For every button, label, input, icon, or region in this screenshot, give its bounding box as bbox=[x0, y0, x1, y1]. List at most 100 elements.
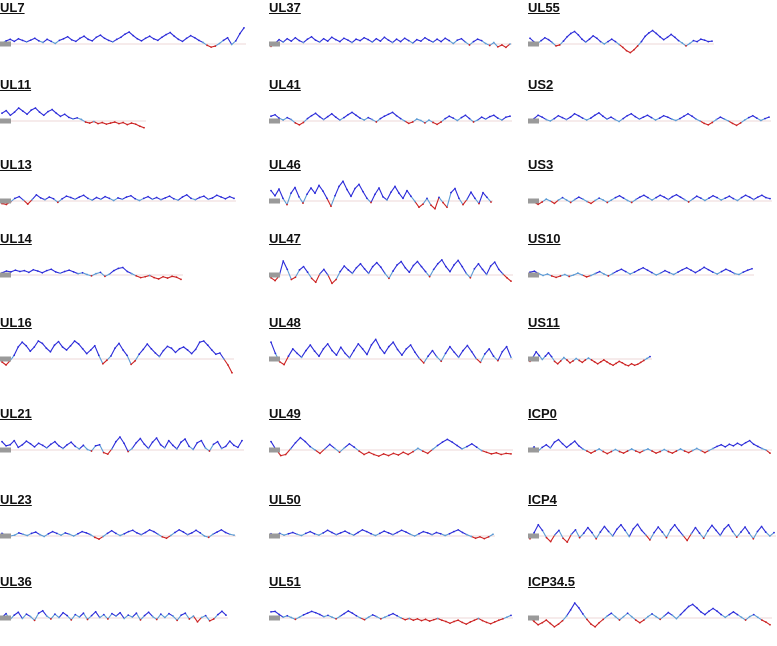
series-segment bbox=[687, 534, 691, 541]
data-point bbox=[509, 43, 511, 45]
data-point bbox=[659, 451, 661, 453]
data-point bbox=[196, 442, 198, 444]
data-point bbox=[643, 450, 645, 452]
data-point bbox=[765, 621, 767, 623]
data-point bbox=[375, 535, 377, 537]
data-point bbox=[295, 276, 297, 278]
chart-plot bbox=[269, 93, 512, 149]
data-point bbox=[628, 365, 630, 367]
series-segment bbox=[387, 192, 391, 200]
data-point bbox=[323, 38, 325, 40]
series-segment bbox=[345, 353, 349, 357]
data-point bbox=[588, 357, 590, 359]
data-point bbox=[634, 271, 636, 273]
series-segment bbox=[483, 193, 487, 198]
data-point bbox=[638, 118, 640, 120]
data-point bbox=[346, 189, 348, 191]
series-segment bbox=[369, 267, 373, 274]
data-point bbox=[68, 116, 70, 118]
data-point bbox=[473, 268, 475, 270]
data-point bbox=[589, 38, 591, 40]
data-point bbox=[34, 620, 36, 622]
series-segment bbox=[384, 347, 388, 354]
data-point bbox=[602, 199, 604, 201]
series-segment bbox=[417, 262, 421, 267]
data-point bbox=[225, 614, 227, 616]
data-point bbox=[339, 41, 341, 43]
data-point bbox=[349, 357, 351, 359]
data-point bbox=[541, 201, 543, 203]
data-point bbox=[708, 610, 710, 612]
data-point bbox=[486, 622, 488, 624]
data-point bbox=[182, 196, 184, 198]
series-segment bbox=[279, 189, 283, 198]
data-point bbox=[233, 534, 235, 536]
data-point bbox=[63, 38, 65, 40]
data-point bbox=[319, 41, 321, 43]
data-point bbox=[720, 614, 722, 616]
data-point bbox=[412, 265, 414, 267]
data-point bbox=[50, 443, 52, 445]
data-point bbox=[631, 448, 633, 450]
data-point bbox=[167, 277, 169, 279]
data-point bbox=[752, 115, 754, 117]
data-point bbox=[437, 263, 439, 265]
data-point bbox=[283, 364, 285, 366]
data-point bbox=[331, 113, 333, 115]
data-point bbox=[489, 45, 491, 47]
data-point bbox=[9, 38, 11, 40]
data-point bbox=[429, 276, 431, 278]
data-point bbox=[723, 528, 725, 530]
chart-panel-ul51: UL51 bbox=[269, 574, 513, 646]
data-point bbox=[14, 534, 16, 536]
data-point bbox=[671, 452, 673, 454]
data-point bbox=[292, 348, 294, 350]
series-segment bbox=[411, 345, 415, 352]
chart-panel-us2: US2 bbox=[528, 77, 771, 149]
series-segment bbox=[654, 527, 658, 533]
data-point bbox=[577, 272, 579, 274]
data-point bbox=[757, 531, 759, 533]
data-point bbox=[471, 443, 473, 445]
data-point bbox=[34, 37, 36, 39]
data-point bbox=[143, 127, 145, 129]
data-point bbox=[578, 360, 580, 362]
series-segment bbox=[116, 437, 120, 442]
data-point bbox=[753, 199, 755, 201]
data-point bbox=[578, 445, 580, 447]
data-point bbox=[612, 535, 614, 537]
data-point bbox=[486, 451, 488, 453]
series-segment bbox=[71, 615, 75, 620]
data-point bbox=[132, 529, 134, 531]
data-point bbox=[211, 349, 213, 351]
data-point bbox=[440, 41, 442, 43]
data-point bbox=[379, 118, 381, 120]
data-point bbox=[21, 618, 23, 620]
data-point bbox=[171, 347, 173, 349]
data-point bbox=[223, 358, 225, 360]
series-segment bbox=[26, 346, 30, 351]
data-point bbox=[510, 280, 512, 282]
data-point bbox=[686, 540, 688, 542]
data-point bbox=[498, 269, 500, 271]
data-point bbox=[594, 114, 596, 116]
chart-plot bbox=[269, 173, 493, 229]
data-point bbox=[716, 445, 718, 447]
chart-plot bbox=[528, 93, 771, 149]
data-point bbox=[684, 610, 686, 612]
data-point bbox=[109, 273, 111, 275]
data-point bbox=[13, 41, 15, 43]
data-point bbox=[628, 536, 630, 538]
series-segment bbox=[139, 349, 143, 354]
data-point bbox=[473, 41, 475, 43]
chart-plot bbox=[0, 247, 183, 303]
data-point bbox=[62, 346, 64, 348]
data-point bbox=[396, 38, 398, 40]
data-point bbox=[574, 113, 576, 115]
data-point bbox=[742, 271, 744, 273]
data-point bbox=[558, 199, 560, 201]
data-point bbox=[373, 454, 375, 456]
data-point bbox=[610, 451, 612, 453]
data-point bbox=[235, 40, 237, 42]
data-point bbox=[153, 38, 155, 40]
